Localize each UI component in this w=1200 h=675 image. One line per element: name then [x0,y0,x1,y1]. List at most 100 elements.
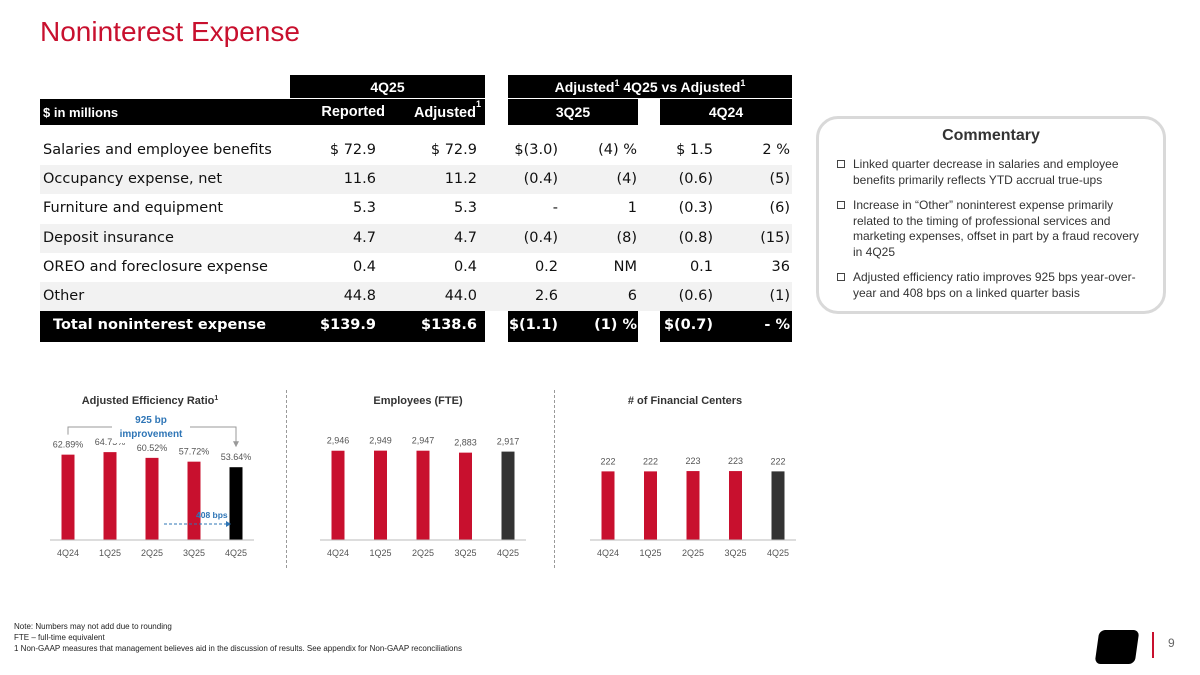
table-row: Salaries and employee benefits $ 72.9 $ 72… [40,136,792,165]
cell-adjusted: 11.2 [444,171,477,188]
data-label: 53.64% [221,452,252,462]
sup: 1 [475,99,481,110]
cell-d3q: $(1.1) [508,317,558,334]
cell-p3q: 6 [627,288,637,304]
commentary-text: Increase in “Other” noninterest expense … [853,198,1139,259]
col-4q24-label: 4Q24 [708,104,744,120]
data-label: 57.72% [179,447,210,457]
data-label: 2,917 [497,437,520,447]
commentary-text: Adjusted efficiency ratio improves 925 b… [853,270,1136,300]
cell-p3q: (8) [616,229,637,246]
cell-d3q: (0.4) [523,229,558,246]
tick-label: 2Q25 [412,548,434,558]
commentary-heading: Commentary [942,127,1040,144]
cell-reported: 4.7 [352,229,376,246]
tick-label: 4Q24 [57,548,79,558]
col-4q24: 4Q24 [660,99,792,125]
bar [729,471,742,540]
bar [686,471,700,540]
col-adjusted: Adjusted1 [413,99,481,121]
footnote: Note: Numbers may not add due to roundin… [14,622,172,631]
cell-adjusted: 44.0 [444,288,477,304]
cell-label: Total noninterest expense [53,317,267,334]
tick-label: 2Q25 [141,548,163,558]
cell-reported: 11.6 [343,171,376,188]
annotation-bg [112,413,190,443]
footnote: FTE – full-time equivalent [14,633,105,642]
cell-adjusted: 0.4 [453,258,477,275]
total-bg [508,311,638,343]
tick-label: 1Q25 [99,548,121,558]
cell-d4q: $ 1.5 [676,142,713,158]
tick-label: 3Q25 [454,548,476,558]
cell-d3q: (0.4) [523,171,558,188]
data-label: 222 [770,456,785,466]
charts-area: Adjusted Efficiency Ratio1 62.89% 4Q24 64.7… [50,395,796,558]
arrow-head-icon [233,441,239,448]
cell-label: Furniture and equipment [43,200,224,217]
col-adjusted-label: Adjusted [413,104,476,121]
cell-p4q: - % [764,317,790,334]
commentary-item: Linked quarter decrease in salaries and … [837,157,1145,188]
chart-title-sup: 1 [214,395,218,402]
cell-p3q: (1) % [594,317,637,334]
annotation-text: 408 bps [196,510,228,520]
company-logo-icon [1094,630,1140,664]
sup: 1 [740,77,746,88]
header-4q25: 4Q25 [290,75,485,98]
cell-reported: $ 72.9 [329,142,376,158]
arrow-head-icon [226,521,231,527]
tick-label: 4Q25 [767,548,789,558]
cell-d4q: (0.3) [678,200,713,217]
header-row: $ in millions Reported Adjusted1 [40,99,485,125]
cell-p4q: (1) [769,288,790,304]
cell-p4q: (6) [769,200,790,217]
checkbox-bullet-icon [837,201,845,209]
bar [331,450,345,540]
cell-reported: $139.9 [320,317,376,334]
cell-label: OREO and foreclosure expense [43,258,268,275]
cell-adjusted: $138.6 [421,317,477,334]
bar [771,471,785,540]
data-label: 64.75% [95,437,126,447]
cell-p4q: 2 % [762,142,790,158]
commentary-text: Linked quarter decrease in salaries and … [853,157,1119,187]
annotation-text: improvement [120,429,183,440]
total-row: Total noninterest expense $139.9 $138.6 $(1… [40,311,792,343]
tick-label: 4Q24 [597,548,619,558]
checkbox-bullet-icon [837,273,845,281]
bar [601,471,615,540]
col-3q25-label: 3Q25 [555,104,591,120]
units-label: $ in millions [43,104,119,120]
checkbox-bullet-icon [837,160,845,168]
table-row: Deposit insurance 4.7 4.7 (0.4) (8) (0.8) (15) [40,223,792,253]
annotation-text: 925 bp [135,415,167,426]
data-label: 60.52% [137,443,168,453]
bar [61,454,75,540]
bar [416,450,430,540]
cell-p3q: (4) % [598,142,637,158]
chart-divider [554,390,555,568]
data-label: 222 [600,456,615,466]
header-4q25-label: 4Q25 [370,78,405,95]
cell-d4q: (0.6) [678,288,713,304]
page-number: 9 [1168,636,1175,650]
tick-label: 3Q25 [724,548,746,558]
commentary-item: Increase in “Other” noninterest expense … [837,198,1145,260]
cell-label: Deposit insurance [43,229,174,246]
tick-label: 4Q24 [327,548,349,558]
cell-p3q: (4) [616,171,637,188]
cell-d3q: 0.2 [534,258,558,275]
chart-divider [286,390,287,568]
cell-p4q: (15) [760,229,790,246]
bar [187,461,201,540]
cell-label: Salaries and employee benefits [43,142,272,158]
total-bg [660,311,792,343]
tick-label: 1Q25 [369,548,391,558]
data-label: 2,947 [412,436,435,446]
table-row: OREO and foreclosure expense 0.4 0.4 0.2 NM 0… [40,253,792,282]
chart-title: # of Financial Centers [628,395,742,407]
data-label: 2,883 [454,438,477,448]
cell-d4q: (0.8) [678,229,713,246]
total-bg [40,311,485,343]
